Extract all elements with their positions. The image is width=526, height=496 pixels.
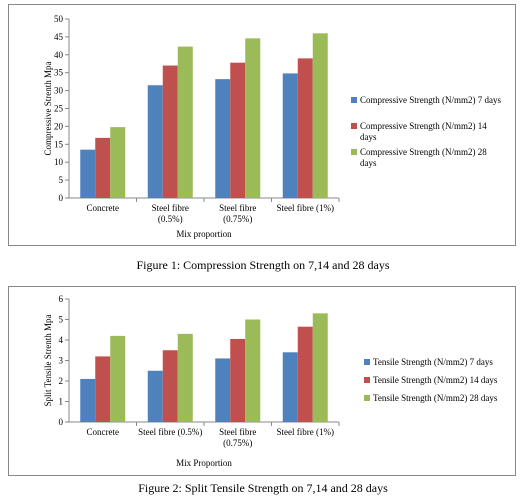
bar — [297, 58, 313, 198]
x-tick-label: Steel fibre (0.75%) — [219, 203, 256, 224]
legend-swatch — [351, 149, 357, 155]
bar — [80, 149, 96, 198]
bar — [162, 65, 178, 198]
bar — [312, 313, 328, 422]
legend-label-line: Tensile Strength (N/mm2) 14 days — [373, 375, 498, 385]
x-tick-label-line: Concrete — [87, 203, 119, 213]
bar — [230, 62, 246, 199]
legend-label-line: Compressive Strength (N/mm2) 7 days — [360, 95, 501, 105]
bar — [282, 73, 298, 198]
legend-swatch — [364, 377, 370, 383]
y-tick-label: 0 — [59, 193, 64, 203]
legend-label-line: Compressive Strength (N/mm2) 14 — [360, 121, 487, 131]
y-axis-title: Split Tensile Strenth Mpa — [43, 315, 53, 407]
legend-label: Compressive Strength (N/mm2) 7 days — [360, 95, 501, 105]
y-tick-label: 3 — [59, 356, 64, 366]
legend-label-line: Tensile Strength (N/mm2) 28 days — [373, 393, 498, 403]
x-tick-label-line: Concrete — [87, 427, 119, 437]
bar — [177, 46, 193, 198]
x-tick-label: Steel fibre (0.5%) — [138, 427, 202, 437]
bar — [95, 356, 111, 422]
bar — [245, 319, 261, 422]
tensile-chart: 0 1 2 3 4 5 6 Concrete Steel fibre (0.5%) Steel f… — [43, 294, 498, 468]
x-tick-label-line: Steel fibre (0.5%) — [138, 427, 202, 437]
x-tick-label-line: (0.75%) — [223, 214, 252, 224]
x-tick-label: Steel fibre (0.5%) — [152, 203, 189, 224]
x-tick-label-line: Steel fibre (1%) — [277, 203, 334, 213]
x-tick-label-line: (0.75%) — [223, 438, 252, 448]
x-tick-label: Steel fibre (1%) — [277, 427, 334, 437]
legend-label: Tensile Strength (N/mm2) 14 days — [373, 375, 498, 385]
x-axis-title: Mix Proportion — [176, 458, 232, 468]
bar — [312, 33, 328, 198]
y-axis-title: Compressive Strenth Mpa — [43, 62, 53, 156]
bar — [282, 352, 298, 422]
y-tick-label: 4 — [59, 335, 64, 345]
bar — [80, 378, 96, 422]
bar — [162, 350, 178, 422]
x-tick-label-line: Steel fibre — [219, 203, 256, 213]
y-tick-label: 35 — [54, 68, 64, 78]
legend-label-line: days — [360, 158, 377, 168]
legend-label: Compressive Strength (N/mm2) 28 days — [360, 147, 487, 168]
chart-1-frame: 0 5 10 15 20 25 30 35 40 45 50 Concrete Steel fibre(… — [8, 4, 516, 246]
bar — [297, 326, 313, 422]
bar — [110, 127, 126, 198]
bar — [110, 335, 126, 422]
x-axis-title: Mix proportion — [176, 229, 232, 239]
y-tick-label: 45 — [54, 32, 64, 42]
y-tick-label: 50 — [54, 14, 64, 24]
x-tick-label-line: (0.5%) — [158, 214, 183, 224]
x-tick-label: Concrete — [87, 203, 119, 213]
figure-2-caption: Figure 2: Split Tensile Strength on 7,14… — [138, 481, 388, 495]
y-tick-label: 10 — [54, 157, 64, 167]
x-tick-label-line: Steel fibre — [219, 427, 256, 437]
legend-swatch — [364, 359, 370, 365]
legend-swatch — [351, 97, 357, 103]
legend-label-line: Compressive Strength (N/mm2) 28 — [360, 147, 487, 157]
x-tick-label-line: Steel fibre (1%) — [277, 427, 334, 437]
legend-label-line: Tensile Strength (N/mm2) 7 days — [373, 357, 493, 367]
legend-swatch — [351, 123, 357, 129]
bar — [230, 338, 246, 422]
y-tick-label: 6 — [59, 294, 64, 304]
y-tick-label: 40 — [54, 50, 64, 60]
legend-label: Compressive Strength (N/mm2) 14 days — [360, 121, 487, 142]
legend-label: Tensile Strength (N/mm2) 28 days — [373, 393, 498, 403]
bar — [177, 333, 193, 422]
y-tick-label: 2 — [59, 376, 64, 386]
y-tick-label: 15 — [54, 139, 64, 149]
figure-1-caption: Figure 1: Compression Strength on 7,14 a… — [136, 258, 390, 272]
y-tick-label: 5 — [59, 175, 64, 185]
y-tick-label: 25 — [54, 104, 64, 114]
legend-label-line: days — [360, 132, 377, 142]
x-tick-label: Concrete — [87, 427, 119, 437]
bar — [245, 38, 261, 198]
bar — [215, 79, 231, 198]
bar — [95, 137, 111, 198]
legend-label: Tensile Strength (N/mm2) 7 days — [373, 357, 493, 367]
x-tick-label: Steel fibre (1%) — [277, 203, 334, 213]
bar — [215, 358, 231, 422]
y-tick-label: 1 — [59, 397, 64, 407]
x-tick-label-line: Steel fibre — [152, 203, 189, 213]
x-tick-label: Steel fibre (0.75%) — [219, 427, 256, 448]
bar — [147, 85, 163, 198]
legend-swatch — [364, 395, 370, 401]
bar — [147, 370, 163, 422]
y-tick-label: 30 — [54, 86, 64, 96]
y-tick-label: 20 — [54, 121, 64, 131]
y-tick-label: 5 — [59, 315, 64, 325]
y-tick-label: 0 — [59, 417, 64, 427]
chart-2-frame: 0 1 2 3 4 5 6 Concrete Steel fibre (0.5%) Steel f… — [8, 286, 516, 476]
